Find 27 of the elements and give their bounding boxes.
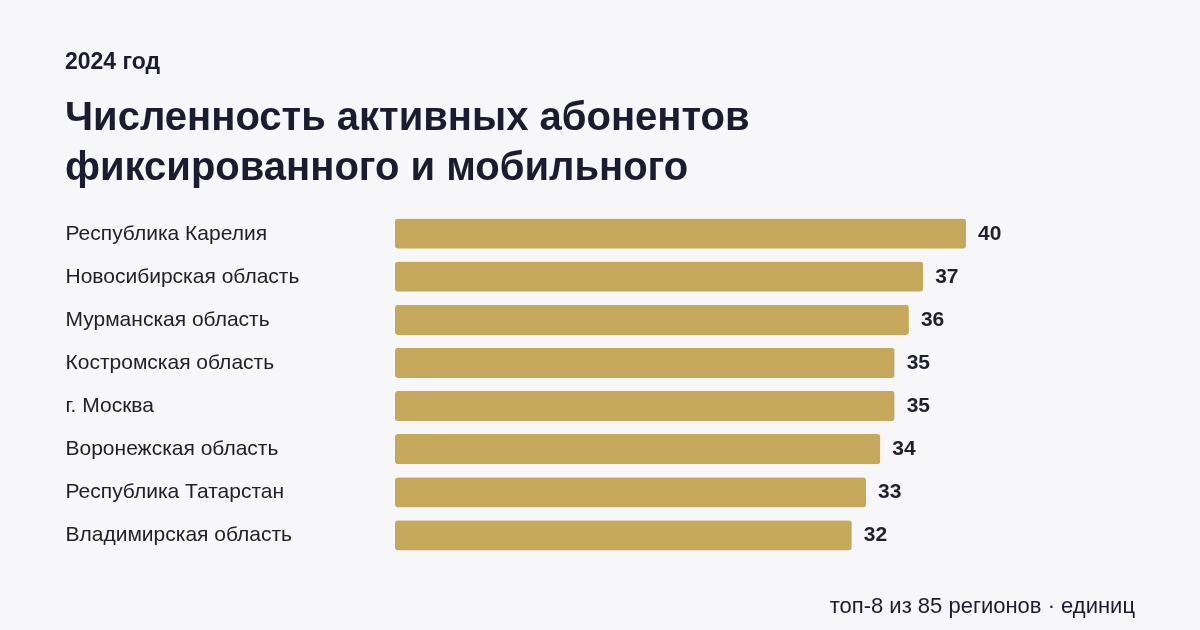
bar [395, 261, 924, 292]
data-label: 33 [878, 479, 902, 503]
bar [395, 347, 895, 379]
y-tick-label: Республика Карелия [65, 220, 268, 244]
y-tick-label: Мурманская область [65, 306, 270, 330]
bar [395, 520, 852, 551]
data-label: 40 [978, 220, 1002, 244]
bar [395, 477, 867, 508]
y-tick-label: Республика Татарстан [65, 479, 285, 503]
data-label: 32 [863, 522, 888, 546]
text: топ-8 из 85 регионов · единиц [829, 593, 1136, 618]
data-label: 34 [892, 436, 917, 460]
y-tick-label: Костромская область [65, 349, 275, 373]
data-label: 36 [920, 306, 945, 330]
text: 2024 год [65, 48, 161, 74]
y-tick-label: Новосибирская область [65, 263, 300, 287]
chart-title: Численность активных абонентов фиксированного и мобильного [65, 94, 750, 188]
bar [395, 304, 909, 335]
bar [395, 390, 895, 422]
data-label: 35 [906, 349, 931, 373]
y-tick-label: Владимирская область [65, 522, 293, 546]
bar [395, 218, 966, 249]
y-tick-label: г. Москва [65, 393, 155, 417]
data-label: 37 [935, 263, 959, 287]
data-label: 35 [906, 393, 931, 417]
bar [395, 434, 881, 465]
y-tick-label: Воронежская область [65, 436, 279, 460]
